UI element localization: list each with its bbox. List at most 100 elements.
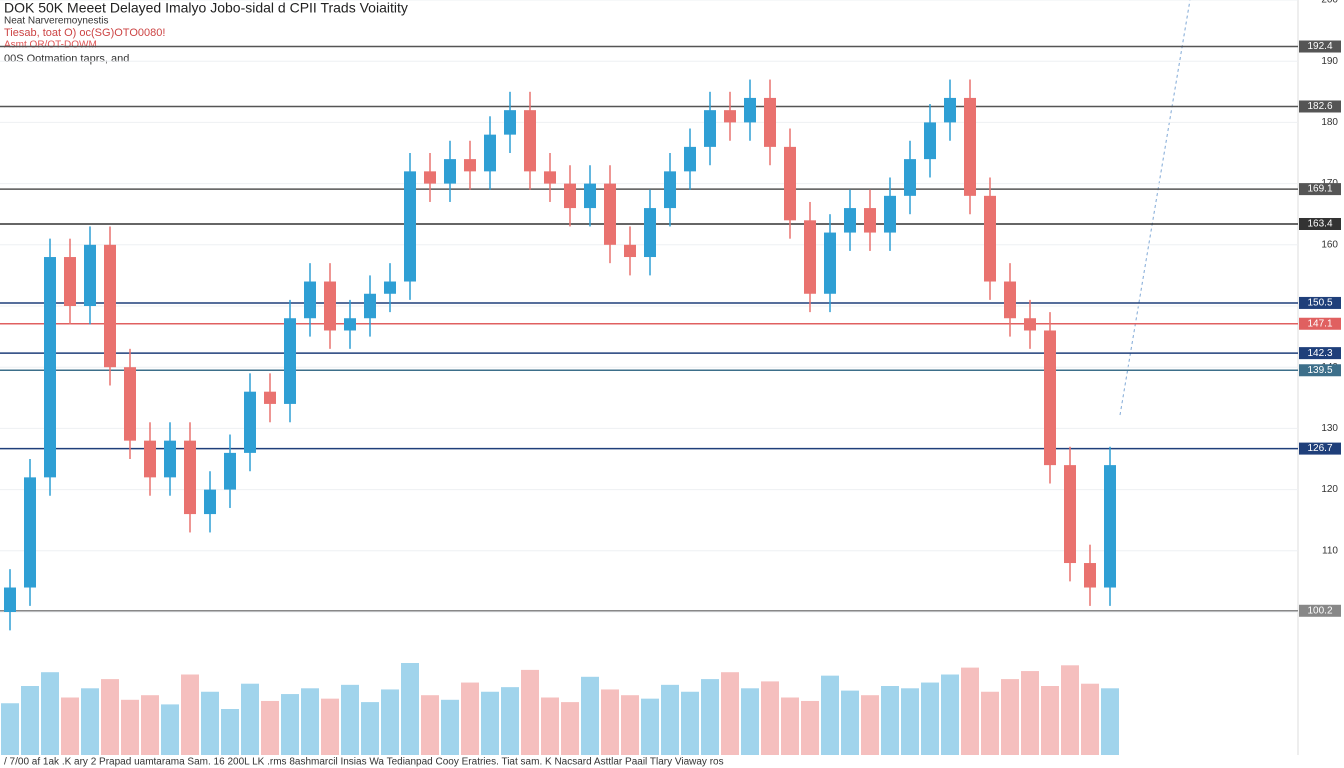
candle-body bbox=[664, 171, 676, 209]
volume-bar bbox=[441, 699, 459, 755]
volume-bar bbox=[561, 702, 579, 755]
candle-body bbox=[944, 97, 956, 123]
volume-bar bbox=[961, 667, 979, 755]
level-label: 100.2 bbox=[1307, 605, 1332, 616]
y-tick-label: 120 bbox=[1321, 484, 1338, 495]
level-label-box bbox=[1299, 40, 1341, 53]
candle-body bbox=[464, 159, 476, 172]
volume-bar bbox=[781, 697, 799, 755]
subtitle: 00S Ootmation taprs, and bbox=[4, 53, 129, 65]
candle-body bbox=[324, 281, 336, 331]
volume-bar bbox=[241, 683, 259, 755]
volume-bar bbox=[581, 676, 599, 755]
y-tick-label: 160 bbox=[1321, 239, 1338, 250]
volume-bar bbox=[641, 698, 659, 755]
candle-body bbox=[804, 220, 816, 294]
volume-bar bbox=[421, 695, 439, 755]
volume-bar bbox=[901, 688, 919, 755]
volume-bar bbox=[181, 674, 199, 755]
chart-title: DOK 50K Meeet Delayed Imalyo Jobo-sidal … bbox=[4, 0, 408, 16]
volume-bar bbox=[681, 691, 699, 755]
level-label-box bbox=[1299, 217, 1341, 230]
volume-bar bbox=[221, 709, 239, 755]
volume-bar bbox=[281, 694, 299, 755]
candle-body bbox=[564, 183, 576, 209]
candle-body bbox=[684, 146, 696, 172]
volume-bar bbox=[481, 691, 499, 755]
candle-body bbox=[984, 195, 996, 282]
candle-body bbox=[144, 440, 156, 478]
level-label-box bbox=[1299, 100, 1341, 113]
candle-body bbox=[104, 244, 116, 368]
candle-body bbox=[24, 477, 36, 588]
volume-bar bbox=[1041, 686, 1059, 755]
y-tick-label: 110 bbox=[1322, 545, 1338, 556]
subtitle: Tiesab, toat O) oc(SG)OTO0080! bbox=[4, 27, 165, 39]
volume-bar bbox=[601, 689, 619, 755]
level-label: 142.3 bbox=[1307, 348, 1332, 359]
candle-body bbox=[724, 110, 736, 123]
footer: / 7/00 af 1ak .K ary 2 Prapad uamtarama … bbox=[4, 757, 724, 768]
candle-body bbox=[424, 171, 436, 184]
volume-bar bbox=[981, 691, 999, 755]
candle-body bbox=[504, 110, 516, 135]
level-label-box bbox=[1299, 347, 1341, 360]
candle-body bbox=[584, 183, 596, 209]
candle-body bbox=[604, 183, 616, 245]
volume-bar bbox=[1101, 688, 1119, 755]
level-label-box bbox=[1299, 604, 1341, 617]
candle-body bbox=[1084, 563, 1096, 588]
volume-bar bbox=[721, 672, 739, 755]
level-label-box bbox=[1299, 296, 1341, 309]
candle-body bbox=[304, 281, 316, 319]
volume-bar bbox=[1061, 665, 1079, 755]
candle-body bbox=[484, 134, 496, 172]
candle-body bbox=[1024, 318, 1036, 331]
volume-bar bbox=[201, 691, 219, 755]
candle-body bbox=[84, 244, 96, 306]
volume-bar bbox=[1, 703, 19, 755]
trendline bbox=[1119, 0, 1191, 416]
candle-body bbox=[1104, 465, 1116, 588]
candle-body bbox=[4, 587, 16, 612]
candle-body bbox=[164, 440, 176, 478]
y-tick-label: 130 bbox=[1321, 423, 1338, 434]
volume-bar bbox=[121, 699, 139, 755]
candle-body bbox=[784, 146, 796, 221]
volume-bar bbox=[521, 669, 539, 755]
volume-bar bbox=[1001, 679, 1019, 755]
candle-body bbox=[864, 208, 876, 233]
volume-bar bbox=[701, 679, 719, 755]
volume-bar bbox=[821, 675, 839, 755]
volume-bar bbox=[261, 700, 279, 755]
candle-body bbox=[284, 318, 296, 404]
volume-bar bbox=[541, 697, 559, 755]
volume-bar bbox=[501, 687, 519, 755]
subtitle: Neat Narveremoynestis bbox=[4, 16, 108, 27]
volume-bar bbox=[1021, 671, 1039, 755]
volume-bar bbox=[941, 674, 959, 755]
candle-body bbox=[644, 208, 656, 258]
candle-body bbox=[704, 110, 716, 147]
volume-bar bbox=[61, 697, 79, 755]
volume-bar bbox=[881, 686, 899, 755]
volume-bar bbox=[661, 684, 679, 755]
candle-body bbox=[224, 452, 236, 490]
volume-bar bbox=[361, 702, 379, 755]
volume-bar bbox=[101, 679, 119, 755]
volume-bar bbox=[141, 695, 159, 755]
candle-body bbox=[64, 257, 76, 306]
candle-body bbox=[904, 159, 916, 196]
volume-bar bbox=[741, 688, 759, 755]
candle-body bbox=[404, 171, 416, 282]
volume-bar bbox=[461, 682, 479, 755]
volume-bar bbox=[801, 700, 819, 755]
candle-body bbox=[1064, 465, 1076, 564]
volume-bar bbox=[341, 684, 359, 755]
level-label: 163.4 bbox=[1307, 219, 1332, 230]
candle-body bbox=[244, 391, 256, 453]
y-tick-label: 190 bbox=[1321, 56, 1338, 67]
volume-bar bbox=[921, 682, 939, 755]
